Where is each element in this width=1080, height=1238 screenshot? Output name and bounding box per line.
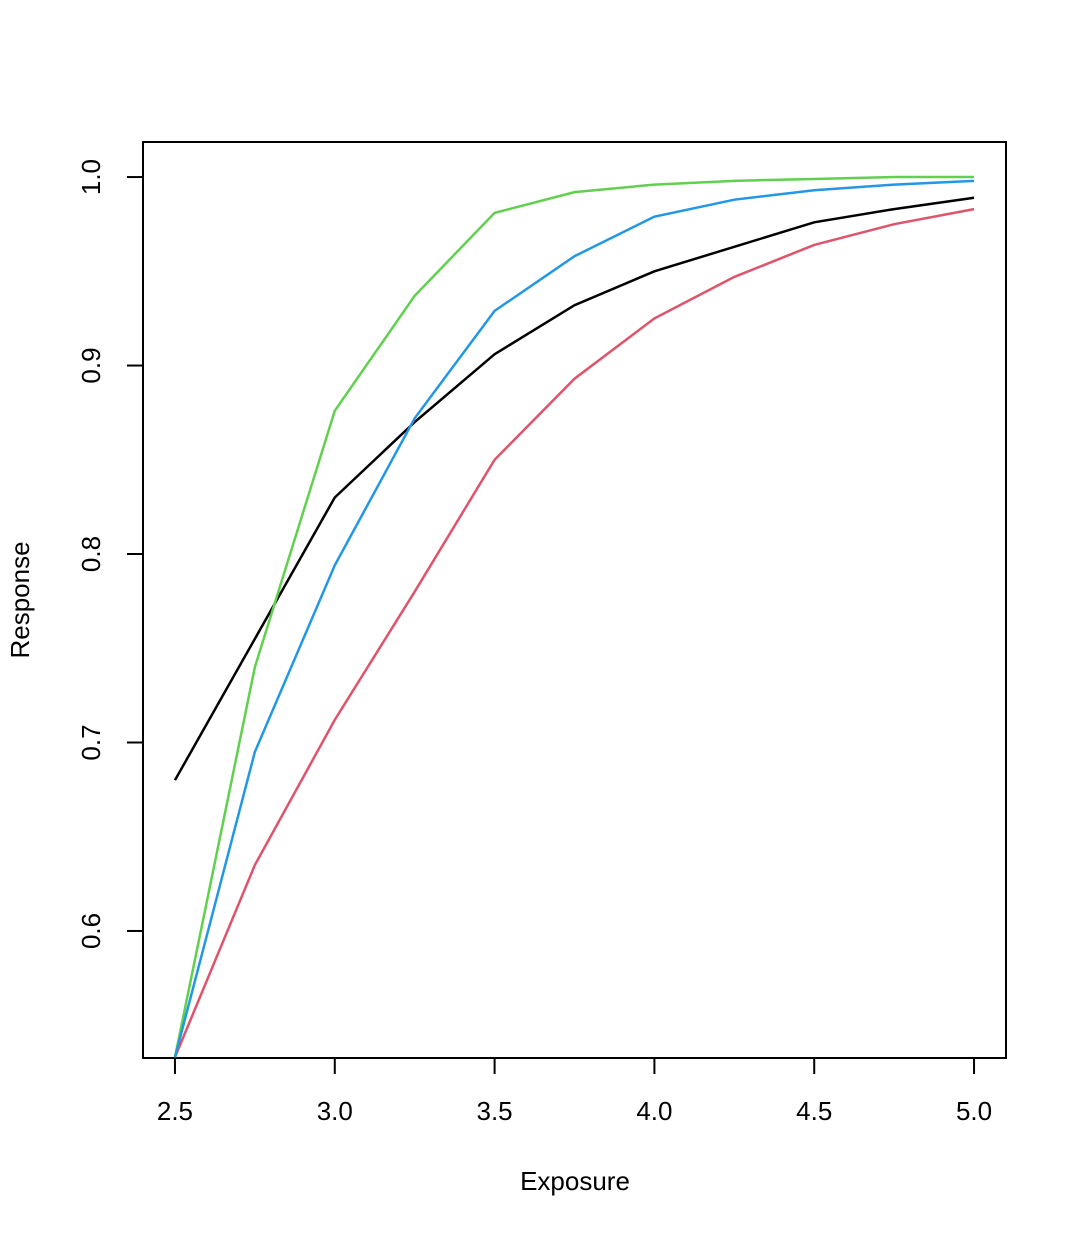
y-axis-label: Response xyxy=(5,541,35,658)
x-tick-label: 3.5 xyxy=(477,1096,513,1126)
y-tick-label: 0.8 xyxy=(76,536,106,572)
series-line xyxy=(173,207,975,1058)
x-axis-label: Exposure xyxy=(520,1166,630,1196)
x-tick-label: 2.5 xyxy=(157,1096,193,1126)
y-tick-label: 1.0 xyxy=(76,159,106,195)
x-tick-label: 3.0 xyxy=(317,1096,353,1126)
x-tick-label: 4.0 xyxy=(636,1096,672,1126)
plot-frame xyxy=(142,141,1007,1059)
y-tick-label: 0.7 xyxy=(76,724,106,760)
x-tick-label: 4.5 xyxy=(796,1096,832,1126)
series-line xyxy=(173,179,975,1058)
y-tick-label: 0.6 xyxy=(76,913,106,949)
x-tick-label: 5.0 xyxy=(956,1096,992,1126)
series-line xyxy=(173,175,975,1058)
y-tick-label: 0.9 xyxy=(76,347,106,383)
series-line xyxy=(173,196,975,781)
